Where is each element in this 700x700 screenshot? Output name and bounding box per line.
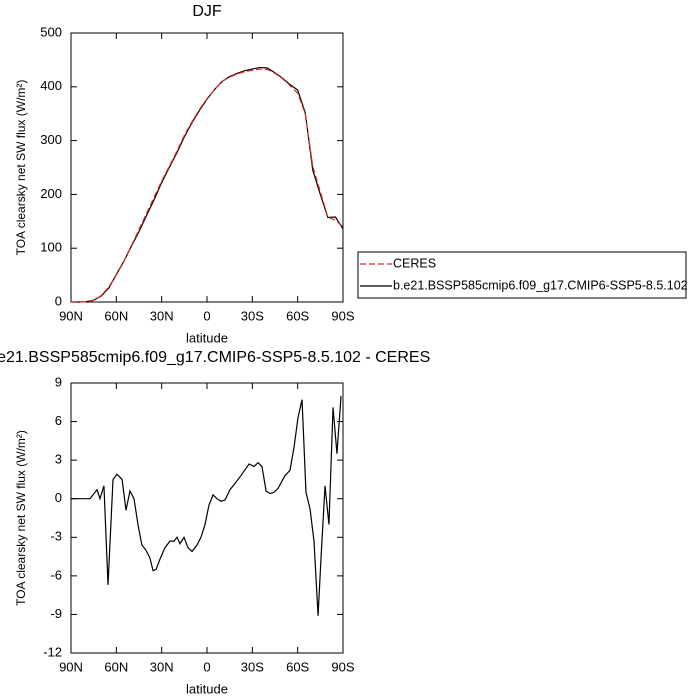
y-tick-label: 300 — [40, 132, 62, 147]
x-tick-label: 60N — [104, 659, 128, 674]
x-tick-label: 0 — [203, 659, 210, 674]
x-tick-label: 60N — [104, 308, 128, 323]
y-axis-label: TOA clearsky net SW flux (W/m²) — [14, 80, 28, 256]
legend-label: b.e21.BSSP585cmip6.f09_g17.CMIP6-SSP5-8.… — [393, 278, 688, 292]
y-tick-label: 0 — [55, 293, 62, 308]
y-tick-label: 100 — [40, 240, 62, 255]
y-tick-label: -12 — [43, 644, 62, 659]
x-tick-label: 30S — [241, 308, 264, 323]
x-tick-label: 30N — [150, 659, 174, 674]
x-tick-label: 90S — [331, 308, 354, 323]
y-tick-label: -9 — [50, 606, 62, 621]
y-axis-label: TOA clearsky net SW flux (W/m²) — [14, 430, 28, 606]
chart-title: DJF — [192, 3, 222, 20]
x-tick-label: 90N — [59, 659, 83, 674]
x-tick-label: 30N — [150, 308, 174, 323]
y-tick-label: 3 — [55, 452, 62, 467]
y-tick-label: 400 — [40, 78, 62, 93]
plot-frame — [70, 32, 344, 303]
y-tick-label: 200 — [40, 186, 62, 201]
data-line — [71, 395, 342, 616]
x-tick-label: 0 — [203, 308, 210, 323]
y-tick-label: 500 — [40, 24, 62, 39]
x-axis-label: latitude — [186, 681, 228, 696]
legend-label: CERES — [393, 256, 436, 270]
legend-box — [357, 251, 687, 299]
y-tick-label: 6 — [55, 413, 62, 428]
y-tick-label: 0 — [55, 490, 62, 505]
chart-title: b.e21.BSSP585cmip6.f09_g17.CMIP6-SSP5-8.… — [0, 349, 430, 366]
x-tick-label: 90S — [331, 659, 354, 674]
data-line — [71, 68, 344, 303]
data-line — [71, 66, 344, 303]
x-tick-label: 60S — [286, 308, 309, 323]
y-tick-label: -3 — [50, 529, 62, 544]
y-tick-label: -6 — [50, 567, 62, 582]
x-tick-label: 90N — [59, 308, 83, 323]
x-axis-label: latitude — [186, 330, 228, 345]
y-tick-label: 9 — [55, 374, 62, 389]
x-tick-label: 30S — [241, 659, 264, 674]
plot-frame — [70, 382, 344, 654]
x-tick-label: 60S — [286, 659, 309, 674]
